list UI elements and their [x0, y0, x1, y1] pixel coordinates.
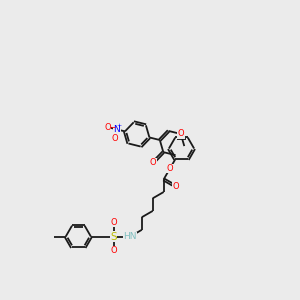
Text: N: N	[113, 125, 120, 134]
Text: O: O	[167, 164, 173, 173]
Text: O: O	[104, 123, 111, 132]
Text: O: O	[110, 218, 117, 227]
Text: O: O	[150, 158, 156, 167]
Text: –: –	[110, 122, 115, 132]
Text: +: +	[116, 123, 122, 128]
Text: O: O	[110, 247, 117, 256]
Text: O: O	[111, 134, 118, 142]
Text: HN: HN	[123, 232, 137, 241]
Text: O: O	[172, 182, 179, 191]
Text: S: S	[110, 232, 117, 242]
Text: O: O	[178, 130, 184, 139]
